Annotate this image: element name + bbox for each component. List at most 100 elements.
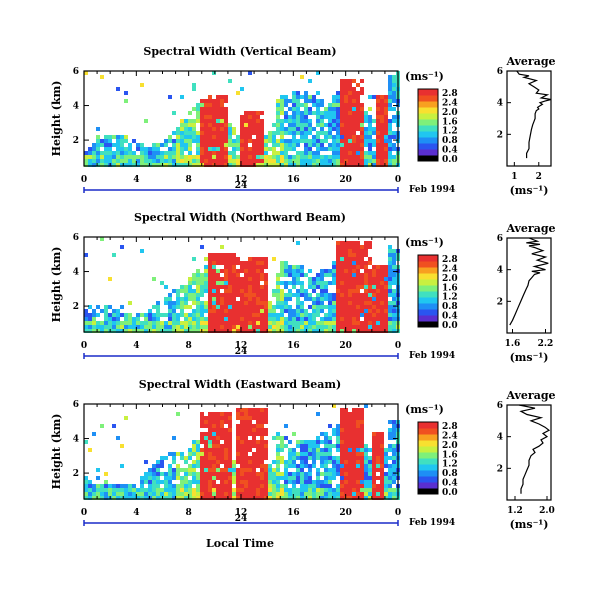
heatmap-cell <box>328 301 332 305</box>
heatmap-cell <box>296 476 300 480</box>
heatmap-cell <box>244 163 248 167</box>
heatmap-cell <box>216 269 220 273</box>
heatmap-cell <box>208 456 212 460</box>
heatmap-cell <box>364 261 368 265</box>
heatmap-cell <box>144 317 148 321</box>
heatmap-cell <box>104 163 108 167</box>
heatmap-cell <box>324 456 328 460</box>
heatmap-cell <box>284 151 288 155</box>
heatmap-cell <box>296 111 300 115</box>
heatmap-cell <box>216 444 220 448</box>
date-suffix: Feb 1994 <box>409 351 455 361</box>
heatmap-cell <box>156 151 160 155</box>
heatmap-cell <box>260 420 264 424</box>
heatmap-cell <box>388 83 392 87</box>
x-tick-label: 12 <box>235 175 248 185</box>
heatmap-cell <box>340 249 344 253</box>
heatmap-cell <box>308 456 312 460</box>
heatmap-cell <box>284 119 288 123</box>
heatmap-cell <box>172 472 176 476</box>
heatmap-cell <box>328 111 332 115</box>
heatmap-cell <box>288 317 292 321</box>
colorbar-swatch <box>418 95 438 102</box>
heatmap-cell <box>100 159 104 163</box>
heatmap-cell <box>196 151 200 155</box>
heatmap-cell <box>296 139 300 143</box>
heatmap-cell <box>276 325 280 329</box>
heatmap-cell <box>236 309 240 313</box>
heatmap-cell <box>356 484 360 488</box>
heatmap-cell <box>304 289 308 293</box>
heatmap-cell <box>184 297 188 301</box>
heatmap-cell <box>392 468 396 472</box>
heatmap-cell <box>252 492 256 496</box>
heatmap-cell <box>268 321 272 325</box>
heatmap-cell <box>236 317 240 321</box>
heatmap-cell <box>292 119 296 123</box>
heatmap-cell <box>372 131 376 135</box>
heatmap-cell <box>100 484 104 488</box>
heatmap-cell <box>200 325 204 329</box>
heatmap-cell <box>380 301 384 305</box>
heatmap-cell <box>384 317 388 321</box>
heatmap-cell <box>264 151 268 155</box>
heatmap-cell <box>340 408 344 412</box>
heatmap-cell <box>284 155 288 159</box>
y-tick-label: 4 <box>497 99 503 109</box>
heatmap-cell <box>180 151 184 155</box>
heatmap-cell <box>392 79 396 83</box>
heatmap-cell <box>252 147 256 151</box>
heatmap-cell <box>124 317 128 321</box>
heatmap-cell <box>192 107 196 111</box>
heatmap-cell <box>156 147 160 151</box>
heatmap-cell <box>88 147 92 151</box>
heatmap-cell <box>384 159 388 163</box>
heatmap-cell <box>104 484 108 488</box>
heatmap-cell <box>204 163 208 167</box>
heatmap-cell <box>336 305 340 309</box>
heatmap-cell <box>368 143 372 147</box>
heatmap-cell <box>252 428 256 432</box>
heatmap-cell <box>216 293 220 297</box>
heatmap-cell <box>364 265 368 269</box>
profile-x-label: (ms⁻¹) <box>510 351 549 364</box>
heatmap-cell <box>248 115 252 119</box>
heatmap-cell <box>200 139 204 143</box>
heatmap-cell <box>336 119 340 123</box>
heatmap-cell <box>276 103 280 107</box>
heatmap-cell <box>312 297 316 301</box>
heatmap-cell <box>112 424 116 428</box>
heatmap-cell <box>256 147 260 151</box>
heatmap-cell <box>252 476 256 480</box>
heatmap-cell <box>280 301 284 305</box>
heatmap-cell <box>388 305 392 309</box>
heatmap-cell <box>260 313 264 317</box>
heatmap-cell <box>304 480 308 484</box>
heatmap-cell <box>192 309 196 313</box>
colorbar-swatch <box>418 155 438 162</box>
heatmap-cell <box>360 468 364 472</box>
heatmap-cell <box>92 143 96 147</box>
heatmap-cell <box>356 325 360 329</box>
heatmap-cell <box>376 460 380 464</box>
heatmap-cell <box>364 127 368 131</box>
profile-title: Average <box>505 55 555 68</box>
heatmap-cell <box>232 151 236 155</box>
heatmap-cell <box>240 305 244 309</box>
heatmap-cell <box>328 440 332 444</box>
heatmap-cell <box>356 440 360 444</box>
heatmap-cell <box>388 265 392 269</box>
heatmap-cell <box>380 436 384 440</box>
heatmap-cell <box>156 325 160 329</box>
heatmap-cell <box>184 317 188 321</box>
heatmap-cell <box>280 147 284 151</box>
heatmap-cell <box>376 111 380 115</box>
heatmap-cell <box>316 444 320 448</box>
heatmap-cell <box>360 115 364 119</box>
heatmap-cell <box>260 408 264 412</box>
heatmap-cell <box>276 115 280 119</box>
heatmap-cell <box>304 444 308 448</box>
heatmap-cell <box>240 460 244 464</box>
heatmap-cell <box>204 456 208 460</box>
heatmap-cell <box>232 253 236 257</box>
